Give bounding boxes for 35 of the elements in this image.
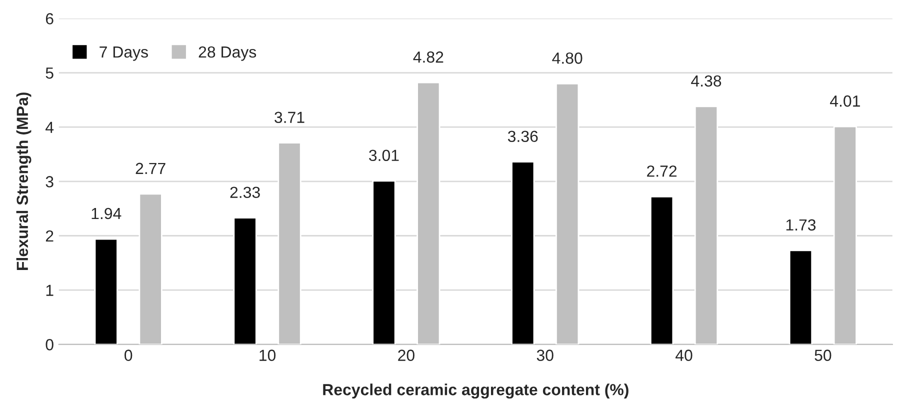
x-tick-label: 50 [814, 350, 832, 361]
x-tick-label: 0 [124, 350, 132, 361]
legend-label: 7 Days [100, 46, 148, 61]
x-tick-label: 30 [536, 350, 554, 361]
data-label: 2.77 [136, 162, 166, 174]
data-label: 3.36 [508, 130, 538, 142]
y-tick-label: 2 [46, 230, 54, 242]
data-label: 4.80 [552, 52, 582, 64]
bar [511, 161, 535, 344]
y-tick-label: 5 [46, 68, 54, 79]
data-label: 1.94 [92, 208, 122, 220]
x-tick-label: 20 [398, 350, 414, 361]
bar [94, 238, 118, 344]
bar [788, 250, 813, 344]
data-label: 2.72 [647, 166, 677, 177]
data-label: 1.73 [786, 219, 816, 231]
bar [372, 180, 396, 344]
y-tick-label: 0 [46, 339, 54, 350]
y-tick-label: 6 [46, 13, 54, 24]
data-label: 4.01 [830, 95, 860, 107]
bar [650, 196, 674, 344]
data-label: 3.71 [274, 112, 304, 124]
x-axis-title: Recycled ceramic aggregate content (%) [323, 384, 628, 399]
legend-label: 28 Days [198, 46, 256, 61]
y-tick-label: 4 [46, 122, 54, 133]
y-tick-label: 3 [46, 176, 54, 188]
x-tick-label: 10 [260, 350, 276, 361]
data-label: 4.38 [691, 75, 722, 87]
x-tick-label: 40 [676, 350, 692, 361]
data-label: 4.82 [413, 51, 444, 63]
y-axis-title: Flexural Strength (MPa) [16, 92, 32, 270]
data-label: 3.01 [369, 150, 399, 162]
data-label: 2.33 [230, 186, 260, 198]
y-tick-label: 1 [46, 284, 54, 296]
bar [233, 217, 257, 344]
